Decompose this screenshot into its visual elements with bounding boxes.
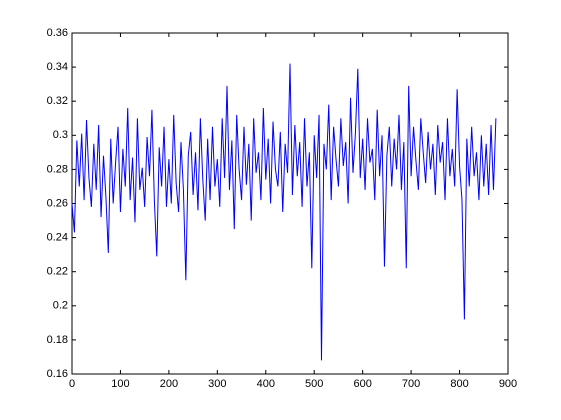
x-tick-label: 500 bbox=[305, 378, 323, 390]
y-tick-label: 0.34 bbox=[47, 61, 68, 73]
y-tick-label: 0.24 bbox=[47, 232, 68, 244]
x-tick-label: 100 bbox=[111, 378, 129, 390]
y-tick-label: 0.28 bbox=[47, 163, 68, 175]
x-tick-label: 200 bbox=[160, 378, 178, 390]
y-tick-label: 0.32 bbox=[47, 95, 68, 107]
x-tick-label: 400 bbox=[257, 378, 275, 390]
y-tick-label: 0.36 bbox=[47, 27, 68, 39]
x-tick-label: 300 bbox=[208, 378, 226, 390]
y-tick-label: 0.16 bbox=[47, 368, 68, 380]
y-tick-label: 0.3 bbox=[53, 129, 68, 141]
y-tick-label: 0.22 bbox=[47, 266, 68, 278]
y-tick-label: 0.26 bbox=[47, 197, 68, 209]
data-line bbox=[71, 63, 497, 361]
x-tick-label: 900 bbox=[499, 378, 517, 390]
x-tick-label: 800 bbox=[450, 378, 468, 390]
y-tick-label: 0.18 bbox=[47, 334, 68, 346]
x-tick-label: 0 bbox=[69, 378, 75, 390]
x-tick-label: 700 bbox=[402, 378, 420, 390]
y-tick-label: 0.2 bbox=[53, 300, 68, 312]
x-tick-label: 600 bbox=[353, 378, 371, 390]
